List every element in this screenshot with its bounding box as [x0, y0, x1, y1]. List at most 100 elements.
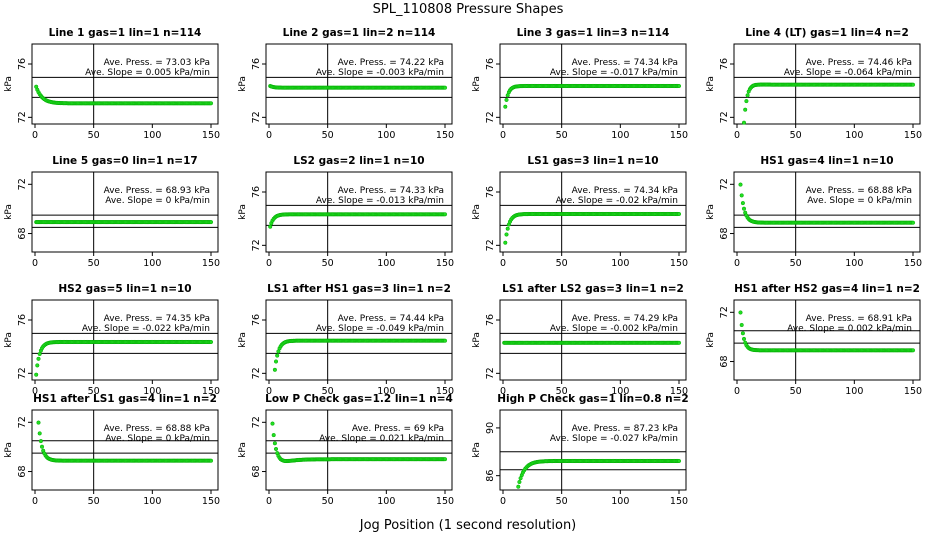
chart-title: Line 2 gas=1 lin=2 n=114	[283, 27, 436, 39]
x-tick-label: 100	[377, 130, 395, 141]
plot-frame	[31, 171, 219, 253]
y-tick-label: 72	[251, 239, 262, 251]
y-tick-label: 72	[485, 111, 496, 123]
plot-frame	[265, 409, 453, 491]
plot-frame	[733, 299, 921, 381]
data-series	[738, 182, 916, 225]
y-tick-label: 72	[17, 367, 28, 379]
data-point	[676, 83, 682, 89]
data-series	[270, 421, 448, 464]
data-series	[34, 84, 214, 106]
plot-frame	[733, 43, 921, 125]
plot-frame	[31, 299, 219, 381]
data-point	[35, 363, 40, 368]
data-series	[272, 338, 448, 372]
y-axis-label: kPa	[706, 332, 716, 348]
x-tick-label: 100	[377, 258, 395, 269]
y-tick-label: 90	[485, 422, 496, 434]
x-tick-label: 150	[202, 496, 220, 507]
data-point	[208, 339, 214, 345]
x-tick-label: 150	[436, 496, 454, 507]
x-tick-label: 0	[500, 130, 506, 141]
y-tick-label: 86	[485, 470, 496, 482]
x-tick-label: 50	[88, 386, 100, 397]
x-tick-label: 50	[556, 258, 568, 269]
average-pressure-label: Ave. Press. = 68.93 kPa	[104, 186, 210, 196]
x-tick-label: 100	[143, 258, 161, 269]
data-point	[37, 431, 42, 436]
data-point	[741, 120, 747, 125]
chart-title: HS1 after LS1 gas=4 lin=1 n=2	[33, 393, 217, 405]
data-point	[741, 336, 747, 341]
average-slope-label: Ave. Slope = -0.049 kPa/min	[316, 324, 444, 334]
data-point	[37, 351, 42, 357]
average-pressure-label: Ave. Press. = 74.29 kPa	[572, 314, 678, 324]
data-point	[208, 101, 214, 106]
y-tick-label: 76	[251, 186, 262, 198]
y-axis-label: kPa	[4, 442, 14, 458]
plot-frame	[499, 171, 687, 253]
data-point	[270, 421, 275, 426]
x-tick-label: 100	[611, 130, 629, 141]
y-tick-label: 72	[719, 111, 730, 123]
data-point	[271, 433, 276, 438]
y-axis-label: kPa	[4, 76, 14, 92]
data-point	[442, 457, 448, 462]
data-point	[676, 211, 682, 217]
chart-panel: Line 4 (LT) gas=1 lin=4 n=2 0 50 100 150 72 76…	[706, 27, 922, 141]
chart-panel: HS1 gas=4 lin=1 n=10 0 50 100 150 68 72 kPa Ave.…	[706, 155, 922, 269]
data-point	[208, 220, 214, 225]
data-point	[273, 359, 279, 364]
data-point	[442, 338, 448, 343]
average-slope-label: Ave. Slope = -0.002 kPa/min	[550, 324, 678, 334]
average-pressure-label: Ave. Press. = 74.33 kPa	[338, 186, 444, 196]
average-slope-label: Ave. Slope = 0 kPa/min	[807, 196, 912, 206]
data-series	[36, 420, 214, 463]
x-tick-label: 50	[88, 496, 100, 507]
y-axis-label: kPa	[238, 204, 248, 220]
y-tick-label: 76	[17, 58, 28, 70]
x-tick-label: 0	[266, 496, 272, 507]
chart-title: HS2 gas=5 lin=1 n=10	[58, 283, 191, 295]
x-tick-label: 0	[266, 386, 272, 397]
plot-frame	[733, 171, 921, 253]
average-pressure-label: Ave. Press. = 87.23 kPa	[572, 424, 678, 434]
data-point	[272, 367, 277, 372]
data-point	[740, 201, 745, 206]
x-tick-label: 100	[845, 258, 863, 269]
y-tick-label: 72	[17, 178, 28, 190]
data-point	[504, 97, 509, 102]
x-tick-label: 0	[734, 386, 740, 397]
chart-title: LS1 gas=3 lin=1 n=10	[527, 155, 658, 167]
data-series	[503, 211, 682, 245]
average-slope-label: Ave. Slope = 0.021 kPa/min	[319, 434, 444, 444]
average-pressure-label: Ave. Press. = 74.34 kPa	[572, 58, 678, 68]
data-point	[739, 322, 744, 328]
y-tick-label: 72	[719, 306, 730, 318]
chart-panel: HS1 after LS1 gas=4 lin=1 n=2 0 50 100 150 68…	[4, 393, 220, 507]
x-tick-label: 150	[670, 496, 688, 507]
y-axis-label: kPa	[4, 332, 14, 348]
x-tick-label: 150	[670, 258, 688, 269]
chart-panel: Line 1 gas=1 lin=1 n=114 0 50 100 150 72 76kPa…	[4, 27, 220, 141]
data-point	[39, 444, 45, 449]
data-series	[34, 339, 214, 377]
data-series	[516, 458, 682, 489]
y-tick-label: 76	[251, 58, 262, 70]
average-slope-label: Ave. Slope = -0.064 kPa/min	[784, 68, 912, 78]
average-pressure-label: Ave. Press. = 68.88 kPa	[104, 424, 210, 434]
x-tick-label: 100	[143, 496, 161, 507]
x-tick-label: 50	[790, 258, 802, 269]
y-axis-label: kPa	[706, 204, 716, 220]
data-point	[504, 232, 509, 237]
x-tick-label: 150	[202, 386, 220, 397]
data-series	[502, 340, 682, 345]
chart-title: HS1 after HS2 gas=4 lin=1 n=2	[734, 283, 920, 295]
data-point	[741, 206, 747, 211]
plot-frame	[31, 43, 219, 125]
x-tick-label: 150	[202, 258, 220, 269]
x-axis-label: Jog Position (1 second resolution)	[359, 518, 577, 533]
average-slope-label: Ave. Slope = -0.003 kPa/min	[316, 68, 444, 78]
y-tick-label: 72	[17, 111, 28, 123]
